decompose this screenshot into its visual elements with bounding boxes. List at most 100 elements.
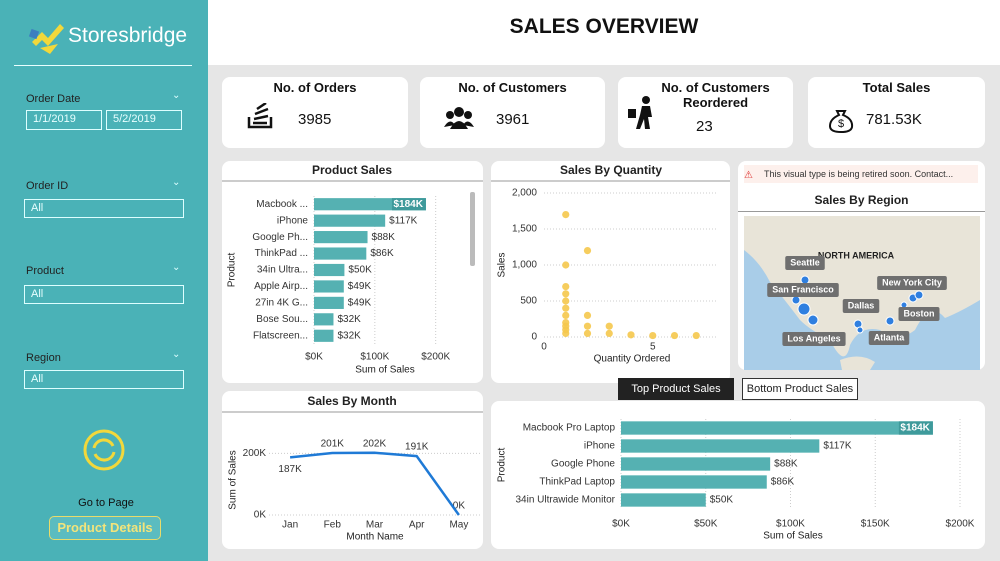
nav-button[interactable]: Product Details bbox=[49, 516, 161, 540]
x-tick-label: $100K bbox=[360, 352, 389, 363]
y-tick-label: ThinkPad Laptop bbox=[539, 477, 615, 488]
kpi-icon bbox=[628, 96, 652, 129]
point bbox=[627, 331, 635, 339]
map-city-box bbox=[785, 256, 825, 270]
bar bbox=[621, 475, 767, 489]
x-tick-label: 0 bbox=[541, 342, 547, 353]
divider bbox=[14, 65, 192, 66]
dropdown[interactable]: All bbox=[24, 370, 184, 389]
scrollbar bbox=[470, 192, 475, 266]
x-axis-title: Quantity Ordered bbox=[594, 354, 671, 365]
bar bbox=[314, 329, 334, 342]
bar bbox=[314, 313, 334, 326]
y-axis-title: Product bbox=[497, 448, 508, 483]
go-to-page: Go to Page bbox=[78, 497, 134, 509]
kpi-card: No. of Customers Reordered 23 bbox=[618, 77, 793, 148]
y-tick-label: 500 bbox=[520, 296, 537, 307]
page-title: SALES OVERVIEW bbox=[509, 15, 699, 38]
map-land bbox=[840, 356, 875, 370]
point bbox=[692, 331, 700, 340]
logo-icon bbox=[28, 24, 64, 54]
refresh-icon[interactable] bbox=[82, 428, 126, 472]
filter-label: Product bbox=[26, 265, 64, 277]
data-label: 202K bbox=[363, 438, 387, 449]
bar bbox=[314, 263, 345, 277]
x-tick-label: $0K bbox=[612, 519, 630, 530]
kpi-value: 3985 bbox=[298, 111, 332, 128]
data-label: $86K bbox=[370, 248, 394, 259]
y-tick-label: iPhone bbox=[584, 441, 616, 452]
y-tick-label: Google Phone bbox=[551, 459, 615, 470]
data-label: 0K bbox=[453, 501, 466, 512]
chevron: ⌄ bbox=[172, 90, 181, 101]
data-label: $32K bbox=[337, 330, 361, 341]
map-city-label: Seattle bbox=[790, 257, 820, 267]
chart-card bbox=[491, 161, 730, 383]
x-tick-label: Apr bbox=[409, 520, 425, 531]
dropdown[interactable]: All bbox=[24, 199, 184, 218]
y-tick-label: 34in Ultra... bbox=[257, 265, 308, 276]
data-label: $117K bbox=[823, 441, 852, 452]
chart-card bbox=[222, 391, 483, 549]
y-tick-label: 2,000 bbox=[512, 188, 537, 199]
map-bubbles bbox=[791, 275, 924, 334]
point bbox=[562, 290, 570, 298]
point bbox=[562, 304, 570, 312]
chart-title: Sales By Quantity bbox=[560, 163, 662, 177]
bar bbox=[314, 247, 367, 260]
map-city-label: San Francisco bbox=[772, 284, 834, 294]
point bbox=[605, 329, 613, 337]
y-tick-label: Google Ph... bbox=[252, 232, 308, 243]
tab-button[interactable]: Bottom Product Sales bbox=[742, 378, 858, 400]
map-city-label: Boston bbox=[904, 308, 935, 318]
y-tick-label: iPhone bbox=[277, 215, 309, 226]
kpi-label: Total Sales bbox=[862, 80, 931, 95]
map-city-label: New York City bbox=[882, 277, 942, 287]
bar bbox=[621, 493, 706, 507]
map-region-label: NORTH AMERICA bbox=[818, 250, 895, 260]
divider bbox=[738, 211, 985, 212]
point bbox=[562, 283, 570, 291]
kpi-icon bbox=[247, 103, 273, 129]
label-bg bbox=[898, 421, 933, 435]
y-axis-title: Product bbox=[227, 253, 238, 288]
kpi-value: 23 bbox=[696, 118, 713, 135]
data-label: $50K bbox=[710, 495, 734, 506]
tab-button[interactable]: Top Product Sales bbox=[618, 378, 734, 400]
y-tick-label: 34in Ultrawide Monitor bbox=[516, 495, 616, 506]
data-label: $184K bbox=[393, 199, 423, 210]
data-label: 187K bbox=[278, 464, 302, 475]
map-city-label: Los Angeles bbox=[787, 333, 840, 343]
x-tick-label: $0K bbox=[305, 352, 323, 363]
y-tick-label: 27in 4K G... bbox=[255, 298, 308, 309]
map-land bbox=[744, 216, 980, 357]
y-tick-label: Flatscreen... bbox=[253, 330, 308, 341]
y-tick-label: Macbook Pro Laptop bbox=[523, 423, 616, 434]
map-city-box bbox=[877, 276, 947, 290]
point bbox=[583, 247, 592, 255]
kpi-card: No. of Orders 3985 bbox=[222, 77, 408, 148]
chevron: ⌄ bbox=[172, 177, 181, 188]
y-tick-label: ThinkPad ... bbox=[255, 248, 308, 259]
kpi-card: Total Sales $ 781.53K bbox=[808, 77, 985, 148]
point bbox=[583, 322, 592, 330]
x-axis-title: Sum of Sales bbox=[763, 531, 822, 542]
bar bbox=[621, 439, 820, 453]
y-tick-label: Apple Airp... bbox=[254, 281, 308, 292]
data-label: $86K bbox=[771, 477, 795, 488]
date-input[interactable]: 1/1/2019 bbox=[26, 110, 102, 130]
map-city-box bbox=[782, 332, 846, 346]
bar bbox=[621, 421, 933, 435]
kpi-icon bbox=[444, 107, 474, 129]
y-tick-label: 1,500 bbox=[512, 224, 537, 235]
filter-label: Region bbox=[26, 352, 61, 364]
y-tick-label: Macbook ... bbox=[256, 199, 308, 210]
chart-title: Sales By Month bbox=[307, 394, 396, 408]
bar bbox=[621, 457, 771, 471]
y-tick-label: 1,000 bbox=[512, 260, 537, 271]
chart-title: Product Sales bbox=[312, 163, 392, 177]
date-input[interactable]: 5/2/2019 bbox=[106, 110, 182, 130]
warning: This visual type is being retired soon. … bbox=[744, 165, 978, 183]
dropdown[interactable]: All bbox=[24, 285, 184, 304]
x-tick-label: $200K bbox=[421, 352, 450, 363]
